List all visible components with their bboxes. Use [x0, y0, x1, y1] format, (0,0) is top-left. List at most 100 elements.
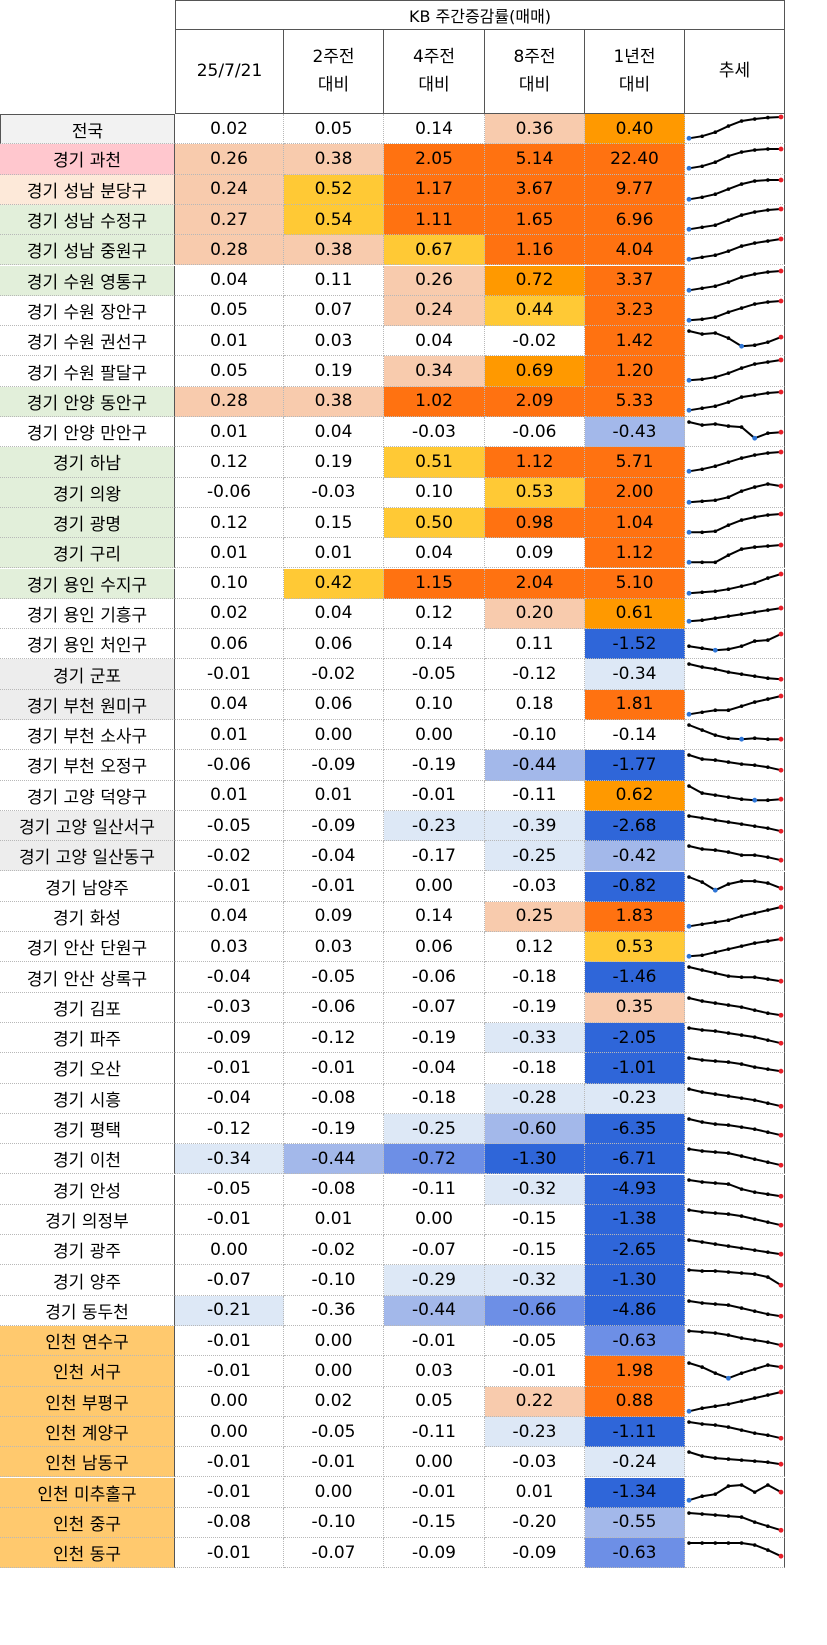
trend-cell — [685, 810, 785, 842]
trend-point — [726, 1483, 731, 1488]
trend-point — [739, 914, 744, 918]
trend-line — [688, 724, 781, 741]
trend-line — [688, 875, 782, 891]
value-cell: 0.02 — [175, 114, 284, 145]
trend-point — [700, 134, 704, 139]
trend-point — [713, 404, 718, 408]
trend-line — [688, 966, 782, 983]
value-cell: -0.19 — [384, 750, 485, 781]
trend-point — [766, 544, 770, 549]
trend-point — [778, 1222, 784, 1228]
value-cell: -0.15 — [485, 1204, 585, 1236]
trend-point — [739, 1398, 744, 1403]
trend-point — [713, 422, 718, 426]
trend-sparkline — [687, 1056, 784, 1074]
trend-line — [688, 1087, 782, 1107]
trend-point — [766, 340, 770, 345]
value-cell: -2.05 — [585, 1023, 685, 1054]
trend-point — [778, 483, 784, 489]
value-cell: 0.25 — [485, 901, 585, 933]
trend-point — [778, 1489, 784, 1495]
trend-point — [713, 560, 718, 565]
trend-point — [739, 672, 744, 677]
trend-point — [687, 1056, 691, 1061]
value-cell: 0.01 — [284, 538, 384, 569]
trend-point — [778, 1364, 784, 1370]
trend-point — [700, 1512, 704, 1516]
trend-point — [686, 618, 692, 624]
trend-point — [713, 1301, 718, 1306]
trend-point — [766, 880, 770, 885]
value-cell: -0.01 — [175, 659, 284, 690]
trend-point — [778, 1283, 784, 1289]
trend-point — [739, 1271, 744, 1276]
value-cell: 0.10 — [384, 689, 485, 720]
trend-cell — [685, 1538, 785, 1569]
trend-point — [686, 711, 692, 717]
trend-point — [726, 586, 731, 591]
trend-point — [700, 1454, 704, 1459]
column-header-line: 1년전 — [613, 47, 656, 68]
value-cell: -0.07 — [384, 1235, 485, 1266]
value-cell: 0.00 — [384, 1204, 485, 1236]
trend-point — [778, 1342, 784, 1348]
value-cell: 0.05 — [175, 356, 284, 387]
value-cell: 0.04 — [384, 326, 485, 357]
value-cell: 0.12 — [175, 447, 284, 478]
region-label: 경기 군포 — [0, 659, 175, 690]
value-cell: -0.11 — [384, 1416, 485, 1448]
trend-point — [713, 758, 718, 763]
trend-point — [687, 814, 691, 818]
value-cell: -0.01 — [175, 871, 284, 902]
trend-point — [713, 733, 718, 737]
trend-point — [752, 1520, 757, 1524]
trend-point — [778, 1012, 784, 1018]
trend-sparkline — [687, 1329, 784, 1348]
trend-point — [700, 665, 704, 670]
trend-point — [778, 511, 784, 517]
trend-point — [752, 362, 757, 367]
trend-line — [688, 1390, 782, 1412]
trend-point — [778, 1040, 784, 1046]
value-cell: 0.06 — [384, 932, 485, 963]
value-cell: 0.67 — [384, 235, 485, 266]
value-cell: 0.04 — [175, 901, 284, 933]
value-cell: -0.82 — [585, 871, 685, 902]
value-cell: 1.98 — [585, 1356, 685, 1387]
trend-point — [766, 1548, 770, 1553]
trend-point — [752, 797, 758, 803]
value-cell: -0.02 — [175, 841, 284, 872]
trend-point — [686, 287, 692, 293]
value-cell: 0.88 — [585, 1386, 685, 1417]
value-cell: -0.34 — [175, 1144, 284, 1175]
trend-point — [752, 1338, 757, 1342]
value-cell: -0.18 — [485, 962, 585, 993]
trend-point — [766, 1220, 770, 1224]
value-cell: 0.26 — [175, 144, 284, 175]
trend-point — [686, 226, 692, 232]
value-cell: -6.35 — [585, 1113, 685, 1145]
trend-line — [688, 1208, 782, 1226]
trend-point — [726, 736, 731, 740]
value-cell: 0.72 — [485, 265, 585, 296]
region-label: 인천 연수구 — [0, 1326, 175, 1357]
trend-line — [688, 1148, 782, 1167]
value-cell: -0.06 — [284, 992, 384, 1023]
trend-point — [726, 820, 731, 824]
value-cell: -2.68 — [585, 810, 685, 842]
trend-point — [766, 147, 770, 152]
value-cell: -0.05 — [175, 810, 284, 842]
value-cell: 5.33 — [585, 386, 685, 417]
column-header: 추세 — [685, 30, 785, 114]
value-cell: 0.36 — [485, 114, 585, 145]
trend-point — [726, 1541, 731, 1545]
value-cell: -0.09 — [175, 1023, 284, 1054]
trend-cell — [685, 750, 785, 781]
trend-point — [766, 1524, 770, 1528]
trend-point — [778, 334, 784, 340]
trend-point — [687, 1541, 691, 1545]
value-cell: -0.63 — [585, 1538, 685, 1569]
trend-sparkline — [687, 1450, 784, 1467]
trend-point — [686, 1408, 692, 1414]
trend-point — [778, 1193, 784, 1199]
